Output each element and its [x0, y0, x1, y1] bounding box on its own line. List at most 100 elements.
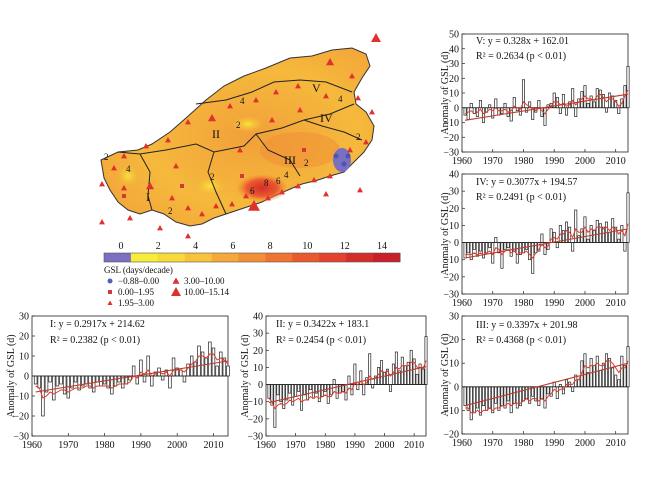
region-label-i: I: [146, 190, 150, 204]
data-bar: [472, 242, 476, 250]
station-triangle-marker: [371, 33, 381, 42]
x-tick-label: 1980: [513, 438, 533, 449]
data-bar: [543, 386, 547, 409]
colorbar-segment: [238, 253, 266, 262]
r-squared-label: R² = 0.2454 (p < 0.01): [276, 335, 366, 346]
data-bar: [48, 375, 52, 383]
region-label-iv: IV: [320, 111, 333, 125]
data-bar: [415, 373, 419, 385]
station-triangle-marker: [229, 201, 235, 207]
x-tick-label: 2010: [404, 440, 424, 451]
data-bar: [592, 230, 596, 243]
colorbar-frame: [103, 252, 401, 263]
map-area: [100, 47, 375, 227]
colorbar-segment: [157, 253, 186, 262]
data-bar: [409, 349, 413, 385]
data-bar: [62, 375, 67, 395]
x-tick-label: 1960: [22, 440, 42, 451]
data-bar: [515, 386, 519, 409]
colorbar-segment: [211, 253, 240, 262]
data-bar: [620, 355, 624, 388]
station-triangle-marker: [311, 177, 317, 183]
station-triangle-marker: [169, 195, 175, 201]
contour-label: 2: [210, 172, 215, 182]
data-bar: [189, 355, 194, 377]
data-bar: [509, 386, 513, 414]
data-bar: [317, 384, 321, 403]
x-tick-label: 2010: [606, 438, 626, 449]
trend-line: [35, 360, 229, 393]
station-circle-marker: [345, 153, 351, 159]
region-label-iii: III: [284, 153, 296, 167]
data-bar: [503, 102, 507, 109]
station-triangle-marker: [208, 114, 216, 122]
data-bar: [193, 361, 198, 377]
chart-panel-region-i: 1960 1970 1980 1990 2000 2010 −30 −20 −10 0 10 20 30…: [6, 312, 230, 451]
x-tick-label: 1980: [513, 156, 533, 167]
colorbar-segment: [184, 253, 213, 262]
data-bar: [102, 375, 107, 385]
data-bar: [95, 375, 100, 383]
y-tick-label: 10: [19, 352, 29, 363]
data-bar: [182, 375, 187, 383]
station-triangle-marker: [213, 203, 219, 209]
station-triangle-marker: [157, 225, 163, 231]
station-square-marker: [180, 184, 184, 188]
y-tick-label: 30: [19, 312, 29, 323]
station-triangle-marker: [273, 89, 279, 95]
data-bar: [306, 384, 309, 401]
data-bar: [577, 235, 581, 243]
y-tick-label: 20: [449, 204, 459, 215]
data-bar: [601, 362, 605, 388]
data-bar: [494, 98, 498, 109]
contour-label: 2: [104, 152, 109, 162]
x-tick-label: 1970: [58, 440, 78, 451]
data-bar: [565, 107, 569, 116]
trend-line: [268, 366, 427, 404]
data-bar: [604, 107, 608, 113]
map-yellow-zone: [232, 116, 264, 132]
data-bar: [478, 100, 482, 109]
contour-label: 4: [240, 96, 245, 106]
data-bar: [485, 386, 489, 411]
x-tick-label: 1970: [286, 440, 306, 451]
data-bar: [294, 384, 298, 397]
station-triangle-marker: [357, 187, 363, 193]
data-bar: [546, 386, 550, 395]
data-bar: [589, 95, 593, 109]
data-bar: [555, 242, 559, 249]
data-bar: [595, 219, 599, 243]
station-triangle-marker: [199, 211, 205, 217]
station-triangle-marker: [265, 195, 271, 201]
map-warm-zone: [260, 132, 340, 168]
station-triangle-marker: [347, 147, 353, 153]
colorbar-segment: [346, 253, 374, 262]
station-triangle-marker: [369, 109, 375, 115]
data-bar: [303, 384, 306, 396]
x-tick-label: 2010: [606, 156, 626, 167]
map-hotspot: [236, 174, 288, 202]
station-triangle-marker: [295, 183, 301, 189]
y-tick-label: 20: [19, 332, 29, 343]
contour-label: 4: [284, 170, 289, 180]
data-bar: [91, 375, 96, 393]
station-circle-marker: [341, 161, 347, 167]
data-bar: [571, 88, 575, 109]
colorbar-tick-label: 10: [302, 241, 312, 252]
data-bar: [356, 384, 360, 391]
data-bar: [558, 107, 562, 115]
station-square-marker: [122, 194, 126, 198]
colorbar-tick-label: 14: [377, 241, 387, 252]
station-triangle-marker: [269, 117, 275, 123]
smoothed-curve: [35, 353, 229, 399]
data-bar: [362, 384, 366, 396]
chart-panel-region-iv: 1960 1970 1980 1990 2000 2010 −30 −20 −10 0 10 20 30…: [440, 170, 630, 309]
data-bar: [52, 375, 56, 401]
station-triangle-marker: [248, 200, 260, 211]
station-triangle-marker: [326, 58, 334, 66]
contour-label: 2: [304, 158, 309, 168]
regression-equation: I: y = 0.2917x + 214.62: [50, 319, 145, 330]
data-bar: [497, 107, 501, 116]
data-bar: [353, 363, 357, 385]
